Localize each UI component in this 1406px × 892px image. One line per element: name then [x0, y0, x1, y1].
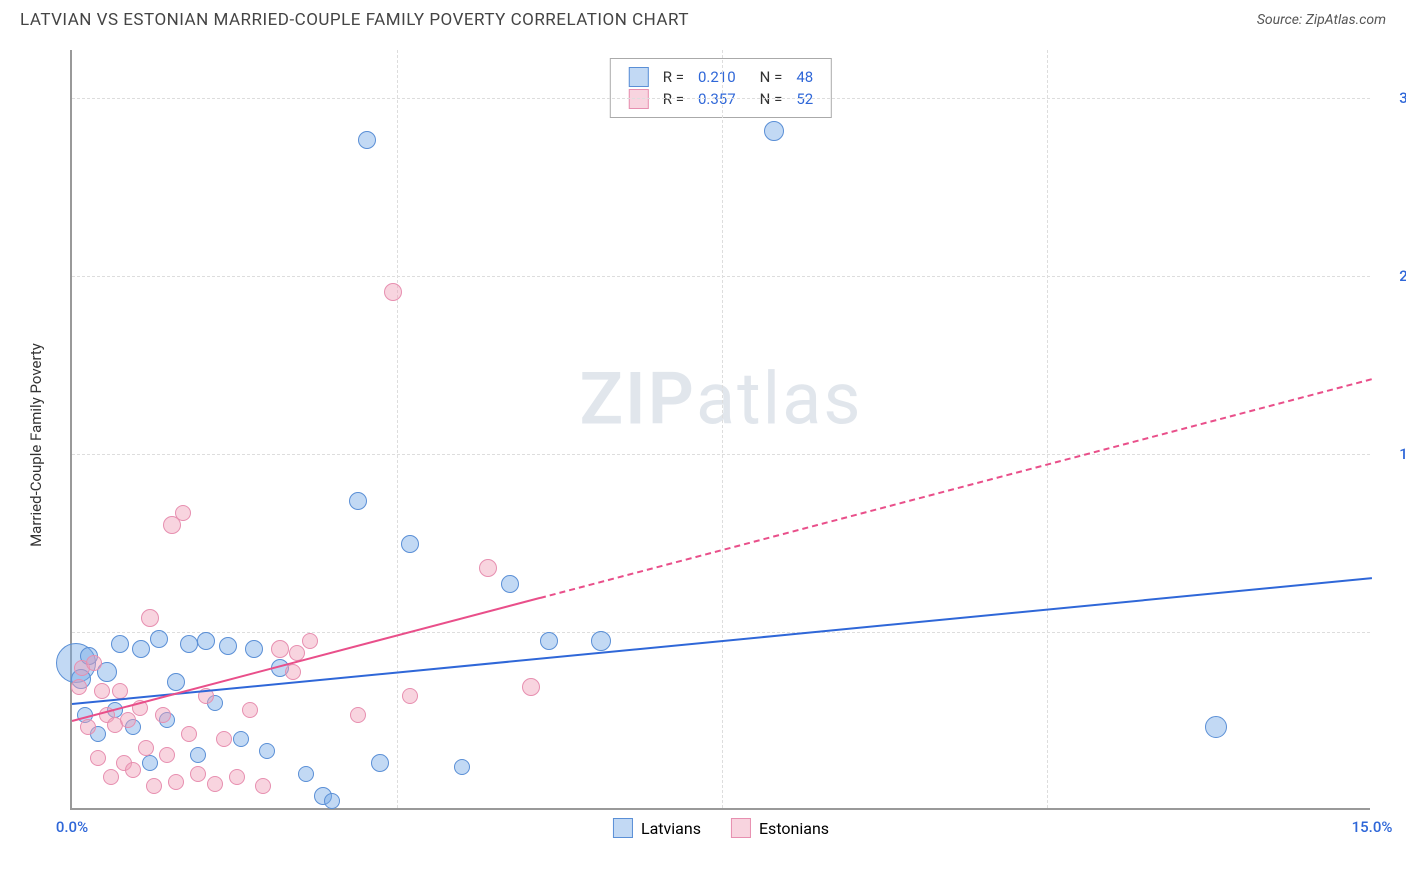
data-point	[103, 769, 119, 785]
plot-area: ZIPatlas R =0.210N =48R =0.357N =52 Latv…	[70, 50, 1370, 810]
data-point	[501, 575, 519, 593]
data-point	[175, 505, 191, 521]
source-label: Source: ZipAtlas.com	[1257, 12, 1386, 28]
legend-swatch	[629, 67, 649, 87]
data-point	[302, 633, 318, 649]
data-point	[197, 632, 215, 650]
data-point	[245, 640, 263, 658]
legend-label: Latvians	[641, 819, 701, 838]
x-tick-label: 0.0%	[56, 818, 88, 836]
legend-swatch	[629, 89, 649, 109]
y-axis-label: Married-Couple Family Poverty	[27, 343, 45, 547]
gridline-v	[397, 50, 398, 808]
y-tick-label: 22.5%	[1380, 267, 1406, 285]
data-point	[216, 731, 232, 747]
y-tick-label: 15.0%	[1380, 445, 1406, 463]
data-point	[384, 283, 402, 301]
data-point	[141, 609, 159, 627]
data-point	[146, 778, 162, 794]
legend-swatch	[731, 818, 751, 838]
data-point	[94, 683, 110, 699]
legend-r-value: 0.357	[698, 90, 736, 108]
trend-line	[540, 378, 1372, 599]
y-tick-label: 30.0%	[1380, 89, 1406, 107]
data-point	[1205, 716, 1227, 738]
legend-r-label: R =	[663, 68, 684, 86]
data-point	[522, 678, 540, 696]
data-point	[479, 559, 497, 577]
data-point	[159, 747, 175, 763]
watermark-zip: ZIP	[579, 356, 695, 441]
data-point	[402, 688, 418, 704]
data-point	[207, 776, 223, 792]
chart-title: LATVIAN VS ESTONIAN MARRIED-COUPLE FAMIL…	[20, 10, 689, 30]
chart-wrap: Married-Couple Family Poverty ZIPatlas R…	[50, 50, 1390, 840]
series-legend: Latvians Estonians	[613, 818, 829, 838]
data-point	[190, 747, 206, 763]
data-point	[401, 535, 419, 553]
legend-label: Estonians	[759, 819, 829, 838]
watermark-atlas: atlas	[696, 356, 863, 441]
data-point	[454, 759, 470, 775]
data-point	[80, 719, 96, 735]
data-point	[111, 635, 129, 653]
legend-n-label: N =	[760, 68, 783, 86]
data-point	[138, 740, 154, 756]
data-point	[150, 630, 168, 648]
data-point	[764, 121, 784, 141]
data-point	[71, 679, 87, 695]
header: LATVIAN VS ESTONIAN MARRIED-COUPLE FAMIL…	[0, 0, 1406, 36]
data-point	[233, 731, 249, 747]
data-point	[358, 131, 376, 149]
data-point	[242, 702, 258, 718]
gridline-v	[722, 50, 723, 808]
data-point	[180, 635, 198, 653]
data-point	[591, 631, 611, 651]
gridline-h	[72, 276, 1370, 277]
legend-n-value: 52	[796, 90, 813, 108]
data-point	[190, 766, 206, 782]
data-point	[259, 743, 275, 759]
data-point	[167, 673, 185, 691]
data-point	[298, 766, 314, 782]
y-tick-label: 7.5%	[1380, 623, 1406, 641]
correlation-legend: R = 0.210 N = 48 R = 0.357 N = 52	[610, 58, 832, 118]
data-point	[229, 769, 245, 785]
data-point	[155, 707, 171, 723]
data-point	[540, 632, 558, 650]
legend-swatch	[613, 818, 633, 838]
legend-row: R = 0.357 N = 52	[629, 89, 813, 109]
legend-n-label: N =	[760, 90, 783, 108]
data-point	[90, 750, 106, 766]
data-point	[285, 664, 301, 680]
legend-n-value: 48	[796, 68, 813, 86]
data-point	[125, 762, 141, 778]
data-point	[142, 755, 158, 771]
data-point	[255, 778, 271, 794]
data-point	[168, 774, 184, 790]
legend-r-label: R =	[663, 90, 684, 108]
legend-r-value: 0.210	[698, 68, 736, 86]
data-point	[86, 655, 102, 671]
legend-item: Latvians	[613, 818, 701, 838]
legend-item: Estonians	[731, 818, 829, 838]
legend-row: R = 0.210 N = 48	[629, 67, 813, 87]
data-point	[219, 637, 237, 655]
gridline-h	[72, 98, 1370, 99]
data-point	[350, 707, 366, 723]
data-point	[271, 640, 289, 658]
x-tick-label: 15.0%	[1352, 818, 1393, 836]
chart-container: LATVIAN VS ESTONIAN MARRIED-COUPLE FAMIL…	[0, 0, 1406, 892]
data-point	[181, 726, 197, 742]
gridline-h	[72, 454, 1370, 455]
data-point	[371, 754, 389, 772]
data-point	[132, 640, 150, 658]
data-point	[349, 492, 367, 510]
watermark: ZIPatlas	[579, 356, 862, 441]
gridline-h	[72, 632, 1370, 633]
data-point	[324, 793, 340, 809]
gridline-v	[1047, 50, 1048, 808]
